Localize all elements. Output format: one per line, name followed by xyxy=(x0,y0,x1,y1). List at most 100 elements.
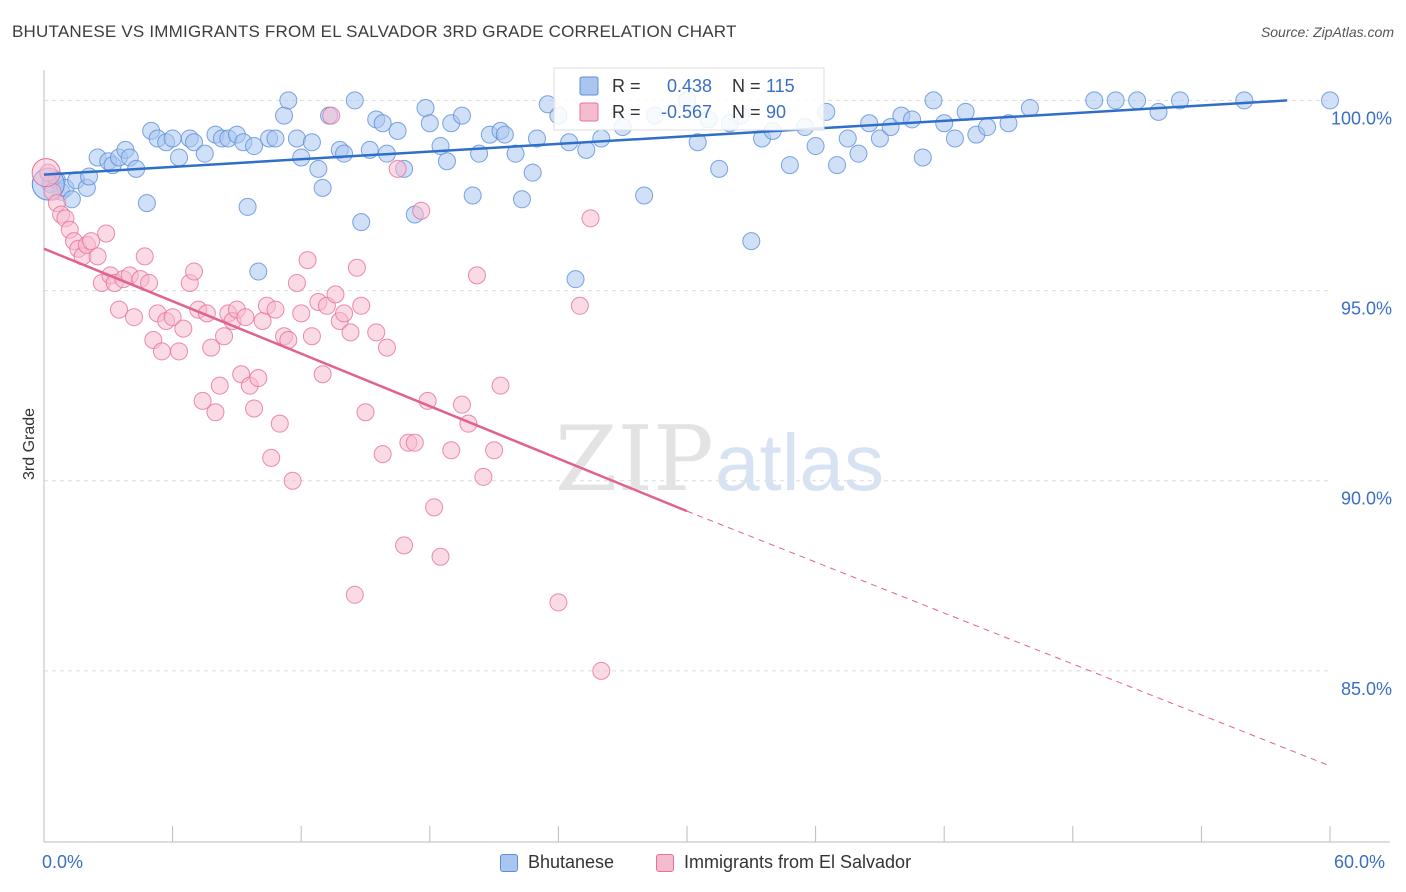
y-tick-label: 90.0% xyxy=(1341,489,1392,509)
data-point xyxy=(512,190,531,209)
watermark-zip: ZIP xyxy=(555,407,714,512)
data-point xyxy=(110,300,129,319)
data-point xyxy=(388,121,407,140)
stats-r-value: -0.567 xyxy=(661,102,712,122)
data-point xyxy=(1235,91,1254,110)
data-point xyxy=(345,91,364,110)
data-point xyxy=(742,232,761,251)
legend-swatch-el-salvador xyxy=(656,853,674,872)
data-point xyxy=(420,114,439,133)
data-point xyxy=(437,152,456,171)
data-point xyxy=(152,342,171,361)
data-point xyxy=(195,144,214,163)
y-tick-label: 85.0% xyxy=(1341,679,1392,699)
legend-label-el-salvador: Immigrants from El Salvador xyxy=(684,852,912,872)
data-point xyxy=(292,304,311,323)
data-point xyxy=(549,593,568,612)
data-point xyxy=(416,99,435,118)
data-point xyxy=(388,159,407,178)
data-point xyxy=(806,137,825,156)
stats-r-label: R = xyxy=(612,102,641,122)
data-point xyxy=(1106,91,1125,110)
data-point xyxy=(377,338,396,357)
data-point xyxy=(335,144,354,163)
data-point xyxy=(1321,91,1339,110)
data-point xyxy=(210,376,229,395)
data-point xyxy=(860,114,879,133)
data-point xyxy=(945,129,964,148)
data-point xyxy=(467,266,486,285)
data-point xyxy=(202,338,221,357)
data-point xyxy=(506,144,525,163)
data-point xyxy=(978,118,997,137)
trend-line-el-salvador xyxy=(43,247,688,513)
data-point xyxy=(62,190,81,209)
stats-legend: R = 0.438 N = 115 R = -0.567 N = 90 xyxy=(553,67,825,131)
y-tick-label: 100.0% xyxy=(1331,108,1392,128)
data-point xyxy=(523,163,542,182)
legend-swatch-bhutanese xyxy=(500,853,518,872)
data-point xyxy=(283,471,302,490)
chart-title: BHUTANESE VS IMMIGRANTS FROM EL SALVADOR… xyxy=(12,22,737,41)
data-point xyxy=(292,148,311,167)
data-point xyxy=(174,319,193,338)
data-point xyxy=(527,129,546,148)
data-point xyxy=(236,308,255,327)
data-point xyxy=(1170,91,1189,110)
data-point xyxy=(88,247,107,266)
data-point xyxy=(82,232,101,251)
data-point xyxy=(245,399,264,418)
data-point xyxy=(495,125,514,144)
data-point xyxy=(245,137,264,156)
data-point xyxy=(592,661,611,680)
data-point xyxy=(870,129,889,148)
data-point xyxy=(215,327,234,346)
data-point xyxy=(326,285,345,304)
data-point xyxy=(249,369,268,388)
data-point xyxy=(485,441,504,460)
data-point xyxy=(262,448,281,467)
data-point xyxy=(581,209,600,228)
data-point xyxy=(431,547,450,566)
data-point xyxy=(373,114,392,133)
data-point xyxy=(491,376,510,395)
y-tick-label: 95.0% xyxy=(1341,299,1392,319)
data-point xyxy=(322,106,341,125)
legend-item-el-salvador[interactable]: Immigrants from El Salvador xyxy=(656,852,911,873)
data-point xyxy=(566,270,585,289)
series-legend: Bhutanese Immigrants from El Salvador xyxy=(0,852,1406,878)
data-point xyxy=(452,395,471,414)
data-point xyxy=(249,262,268,281)
data-point xyxy=(347,258,366,277)
data-point xyxy=(710,159,729,178)
grid-lines xyxy=(44,99,1330,672)
data-point xyxy=(185,262,204,281)
data-point xyxy=(903,110,922,129)
data-point xyxy=(913,148,932,167)
watermark-atlas: atlas xyxy=(715,418,884,507)
data-point xyxy=(570,296,589,315)
data-point xyxy=(924,91,943,110)
data-point xyxy=(266,300,285,319)
trend-line-bhutanese xyxy=(43,99,1288,176)
data-point xyxy=(313,178,332,197)
data-point xyxy=(125,308,144,327)
data-point xyxy=(287,273,306,292)
trend-line-el-salvador-extension xyxy=(686,510,1331,767)
data-point xyxy=(206,403,225,422)
data-point xyxy=(780,156,799,175)
data-point xyxy=(577,140,596,159)
trend-lines xyxy=(43,99,1331,767)
y-tick-labels: 100.0% 95.0% 90.0% 85.0% xyxy=(1331,108,1392,698)
data-point xyxy=(452,106,471,125)
legend-item-bhutanese[interactable]: Bhutanese xyxy=(500,852,614,873)
data-point xyxy=(185,133,204,152)
chart-source: Source: ZipAtlas.com xyxy=(1260,24,1394,40)
stats-legend-swatch xyxy=(579,76,599,96)
data-point xyxy=(137,194,156,213)
x-tick-label-max: 60.0% xyxy=(1334,852,1386,872)
legend-label-bhutanese: Bhutanese xyxy=(528,852,615,872)
data-point xyxy=(828,156,847,175)
data-point xyxy=(287,129,306,148)
